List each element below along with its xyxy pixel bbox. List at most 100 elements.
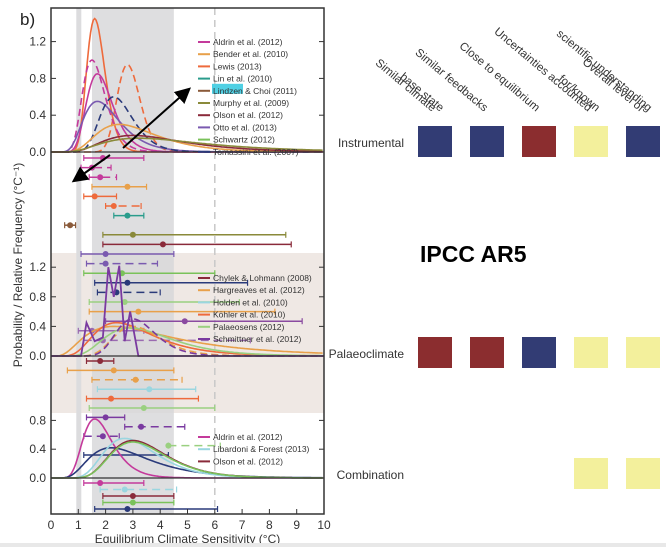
best-estimate-dot [108,395,115,402]
best-estimate-dot [99,433,106,440]
confidence-cell [574,337,608,368]
confidence-cell [418,337,452,368]
y-tick-label: 1.2 [29,35,46,49]
best-estimate-dot [146,386,153,393]
x-tick-label: 7 [239,518,246,532]
legend-label: Libardoni & Forest (2013) [213,444,310,454]
legend-label: Chylek & Lohmann (2008) [213,273,312,283]
x-tick-label: 0 [48,518,55,532]
legend-label: Tomassini et al. (2007) [213,147,299,157]
confidence-cell [470,337,504,368]
y-tick-label: 0.0 [29,349,46,363]
legend-label: Lindzen & Choi (2011) [213,86,297,96]
best-estimate-dot [124,506,131,512]
y-axis-label: Probability / Relative Frequency (°C⁻¹) [11,163,25,368]
confidence-cell [470,126,504,157]
y-tick-label: 0.4 [29,442,46,456]
legend-label: Aldrin et al. (2012) [213,37,283,47]
confidence-cell [574,458,608,489]
bottom-bar [0,543,666,547]
y-tick-label: 0.8 [29,413,46,427]
best-estimate-dot [110,367,117,374]
legend-label: Köhler et al. (2010) [213,310,285,320]
legend-label: Aldrin et al. (2012) [213,432,283,442]
confidence-cell [626,337,660,368]
column-header: scientific understanding [554,28,654,114]
legend-label: Bender et al. (2010) [213,49,288,59]
legend-highlight [212,83,243,94]
lower-bound-band [76,8,82,514]
legend-label: Lin et al. (2010) [213,74,272,84]
x-tick-label: 9 [293,518,300,532]
y-tick-label: 1.2 [29,260,46,274]
best-estimate-dot [124,183,131,190]
best-estimate-dot [102,414,109,421]
panel-label: b) [20,10,35,29]
best-estimate-dot [97,174,104,181]
pdf-curve [51,95,323,153]
best-estimate-dot [97,358,104,364]
best-estimate-dot [132,376,139,383]
x-tick-label: 5 [184,518,191,532]
best-estimate-dot [129,231,136,238]
x-tick-label: 4 [157,518,164,532]
y-tick-label: 0.0 [29,471,46,485]
best-estimate-dot [140,405,147,411]
row-label: Combination [337,468,404,482]
legend-label: Hargreaves et al. (2012) [213,285,305,295]
pdf-curve [51,137,323,153]
legend-label: Schmittner et al. (2012) [213,334,302,344]
confidence-cell [574,126,608,157]
best-estimate-dot [124,279,131,286]
best-estimate-dot [129,499,136,506]
legend-label: Schwartz (2012) [213,135,275,145]
row-label: Instrumental [338,136,404,150]
legend-label: Olson et al. (2012) [213,110,283,120]
x-axis-label: Equilibrium Climate Sensitivity (°C) [95,532,281,546]
best-estimate-dot [97,480,104,486]
best-estimate-dot [91,193,98,200]
best-estimate-dot [129,493,136,499]
annotation-arrow-down [71,154,111,183]
ipcc-watermark: IPCC AR5 [420,241,527,267]
legend-label: Murphy et al. (2009) [213,98,289,108]
x-tick-label: 1 [75,518,82,532]
row-label: Palaeoclimate [329,347,405,361]
best-estimate-dot [110,203,117,209]
legend-label: Otto et al. (2013) [213,122,277,132]
confidence-cell [626,126,660,157]
x-tick-label: 6 [211,518,218,532]
y-tick-label: 0.4 [29,319,46,333]
best-estimate-dot [181,318,188,325]
y-tick-label: 0.8 [29,71,46,85]
y-tick-label: 0.8 [29,290,46,304]
y-tick-label: 0.4 [29,108,46,122]
pdf-curve [51,325,323,357]
confidence-cell [626,458,660,489]
annotation-arrow-up [122,87,191,149]
best-estimate-dot [138,423,145,430]
x-tick-label: 3 [130,518,137,532]
best-estimate-dot [124,212,131,219]
pdf-curve [51,327,323,357]
x-tick-label: 2 [102,518,109,532]
x-tick-label: 8 [266,518,273,532]
confidence-cell [522,337,556,368]
confidence-cell [522,126,556,157]
pdf-curve-schmittner [51,265,324,357]
best-estimate-dot [67,222,74,229]
legend-label: Olson et al. (2012) [213,456,283,466]
legend-label: Palaeosens (2012) [213,322,285,332]
y-tick-label: 0.0 [29,145,46,159]
x-tick-label: 10 [317,518,331,532]
best-estimate-dot [121,486,128,493]
best-estimate-dot [159,241,166,248]
pdf-curve [51,318,323,357]
legend-label: Lewis (2013) [213,61,262,71]
best-estimate-dot [165,442,172,449]
best-estimate-dot [102,260,109,267]
best-estimate-dot [121,299,128,305]
best-estimate-dot [135,308,142,315]
legend-label: Holden et al. (2010) [213,297,288,307]
